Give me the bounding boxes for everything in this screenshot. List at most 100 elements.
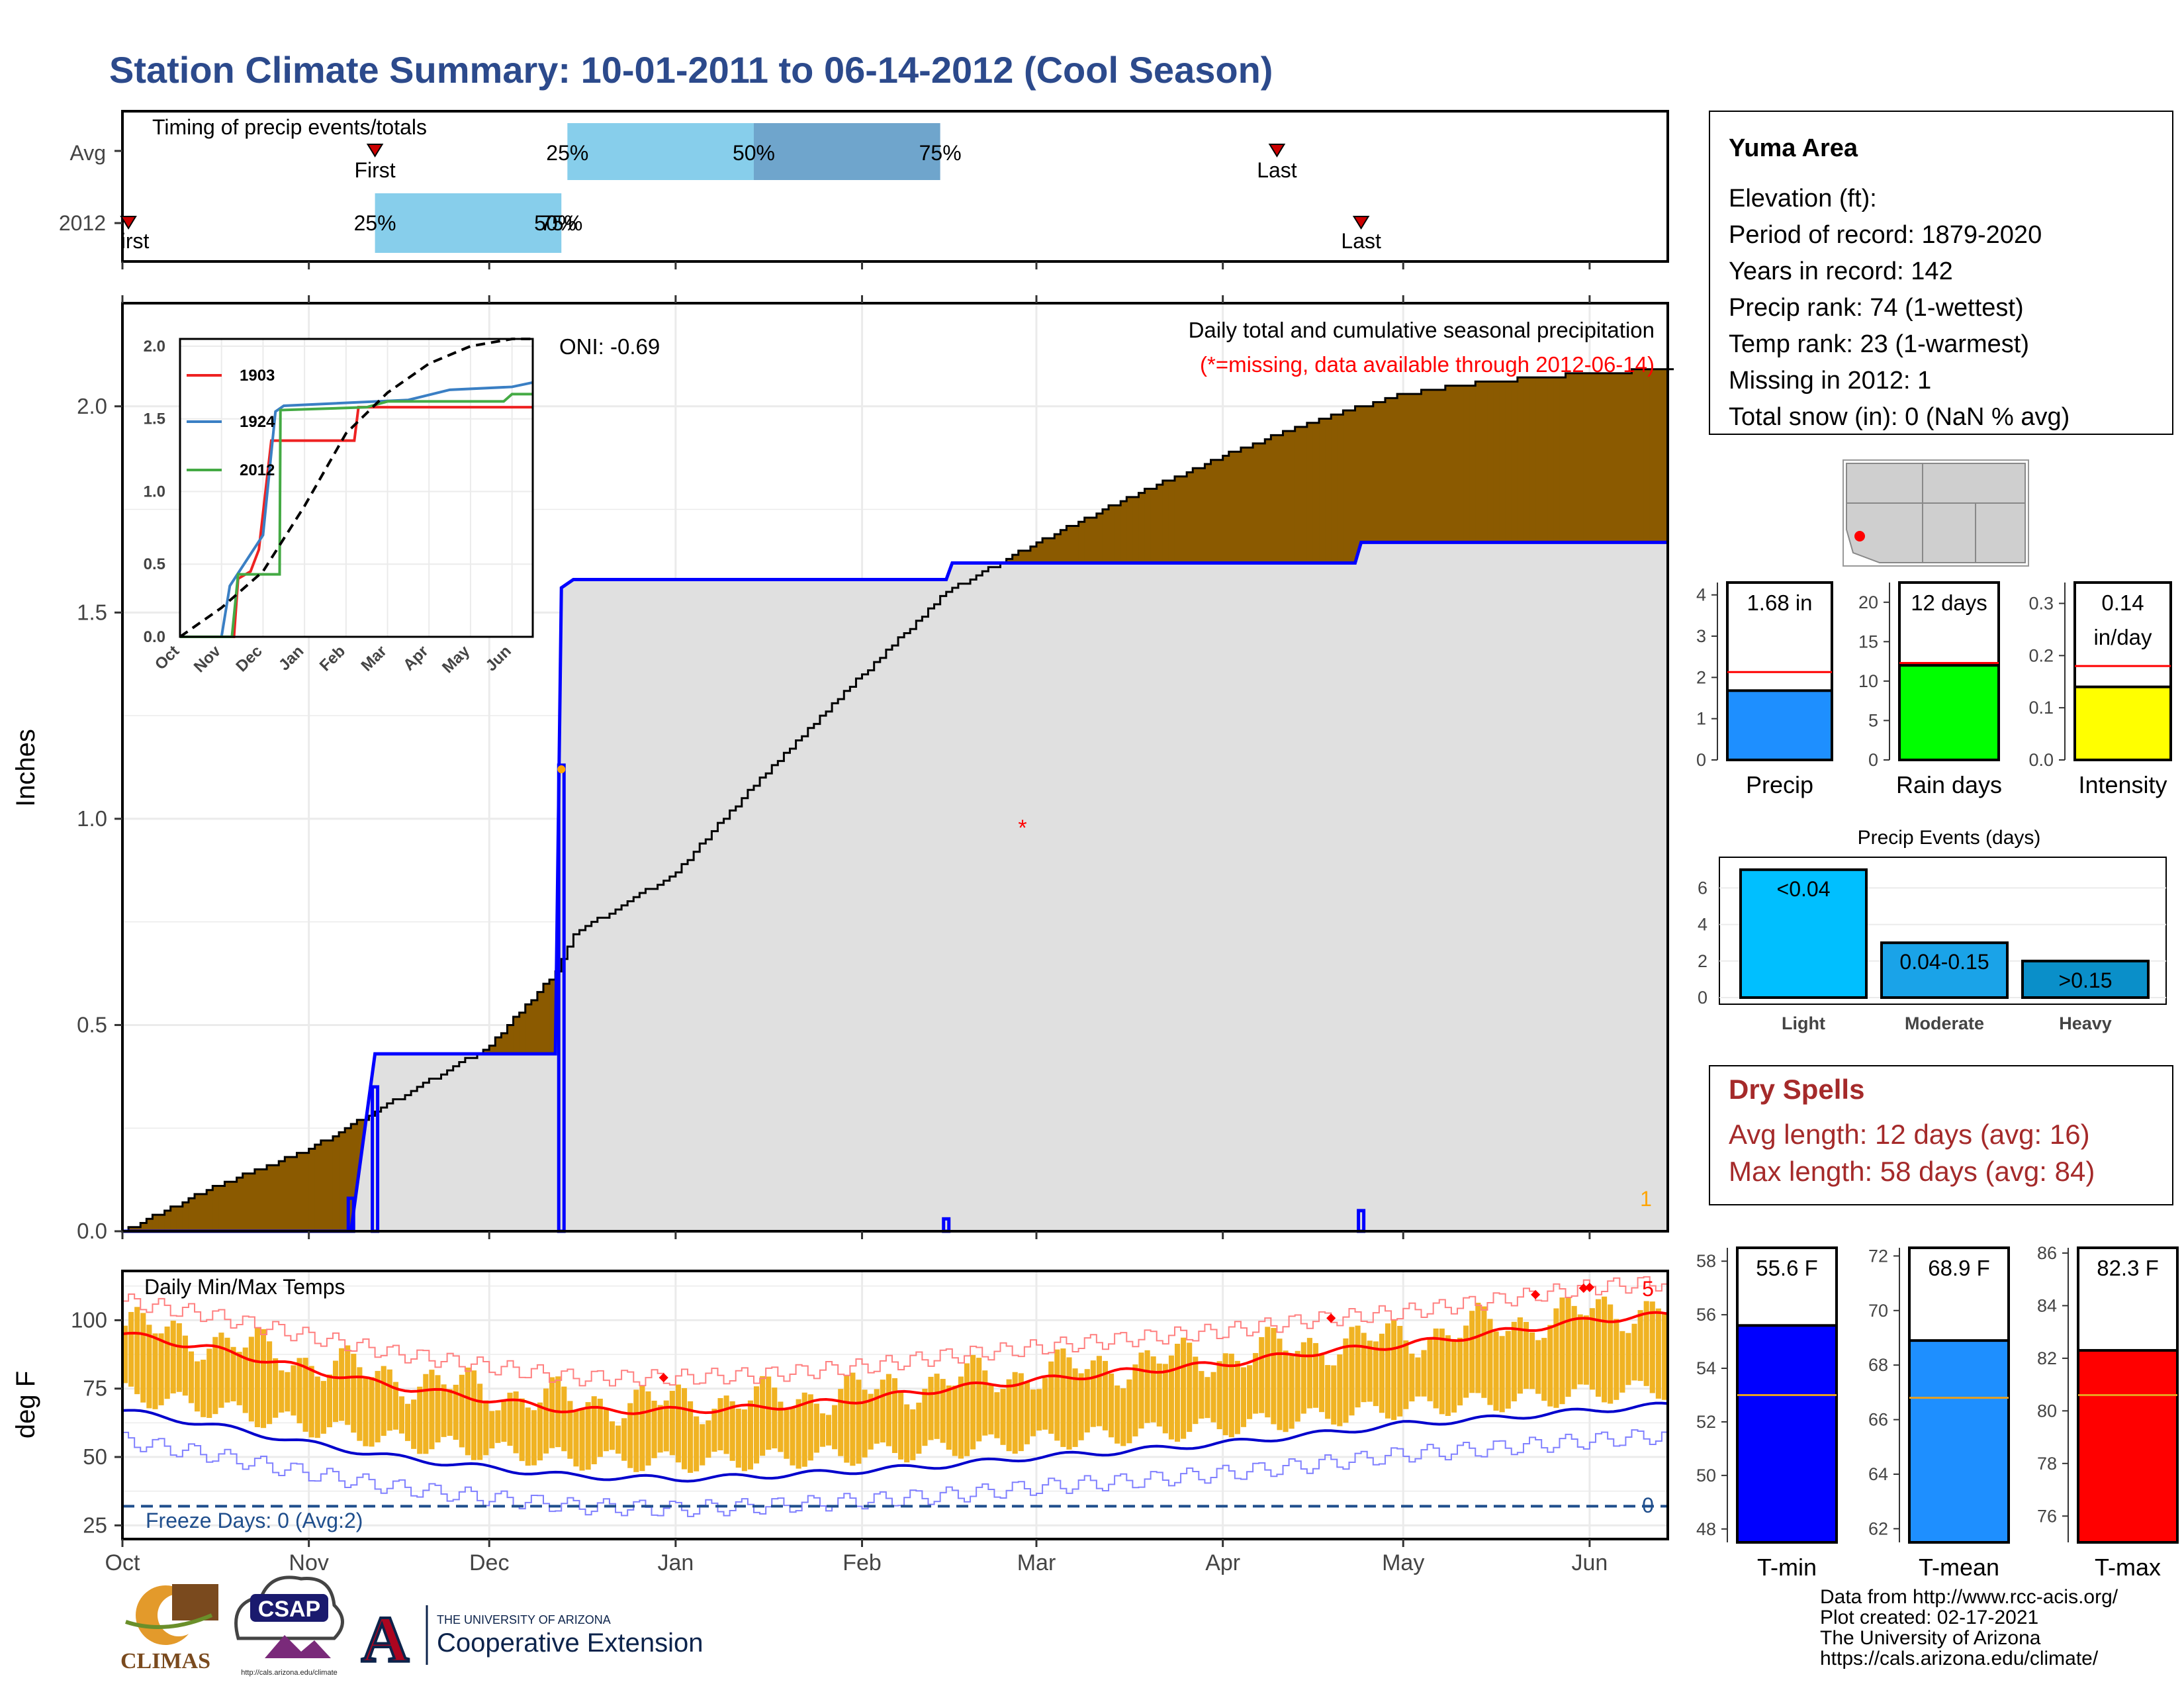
deficit-area	[1367, 406, 1374, 543]
daily-temp-bar	[1205, 1377, 1210, 1419]
daily-temp-bar	[1109, 1373, 1115, 1438]
daily-temp-bar	[1493, 1331, 1499, 1411]
deficit-area	[1187, 472, 1193, 563]
daily-temp-bar	[1150, 1356, 1156, 1423]
precip-annotation: Daily total and cumulative seasonal prec…	[1189, 318, 1655, 342]
daily-temp-bar	[1102, 1360, 1109, 1430]
daily-temp-bar	[958, 1376, 964, 1459]
daily-temp-bar	[669, 1391, 675, 1456]
deficit-area	[1547, 377, 1554, 543]
deficit-area	[1078, 522, 1085, 563]
daily-temp-bar	[982, 1370, 988, 1436]
bar-y-tick: 2	[1696, 667, 1706, 687]
daily-temp-bar	[495, 1410, 501, 1443]
daily-temp-bar	[453, 1384, 459, 1440]
deficit-area	[285, 1156, 291, 1231]
deficit-area	[1126, 496, 1133, 563]
daily-temp-bar	[1553, 1308, 1559, 1408]
deficit-area	[1655, 369, 1662, 543]
bar-y-tick: 0.2	[2028, 645, 2054, 665]
daily-temp-bar	[561, 1386, 567, 1452]
daily-temp-bar	[807, 1394, 813, 1461]
bar-y-tick: 1	[1696, 709, 1706, 729]
deficit-area	[254, 1169, 261, 1231]
daily-temp-bar	[1337, 1354, 1343, 1427]
y-tick-label: 50	[83, 1444, 107, 1469]
deficit-area	[1403, 394, 1410, 543]
daily-temp-bar	[603, 1409, 609, 1452]
daily-temp-bar	[1240, 1367, 1247, 1427]
station-line: Temp rank: 23 (1-warmest)	[1729, 330, 2029, 358]
deficit-area	[1337, 414, 1343, 563]
month-tick-label: Jun	[1571, 1550, 1608, 1575]
daily-temp-bar	[1649, 1301, 1655, 1393]
timing-label: 75%	[919, 141, 962, 165]
deficit-area	[1523, 377, 1530, 543]
daily-temp-bar	[717, 1398, 723, 1450]
deficit-area	[1529, 377, 1536, 543]
daily-temp-bar	[1619, 1331, 1625, 1393]
deficit-area	[1511, 381, 1518, 543]
deficit-area	[320, 1140, 328, 1231]
daily-temp-bar	[1060, 1348, 1066, 1447]
daily-temp-bar	[1132, 1364, 1138, 1436]
precip-event-bar	[1739, 868, 1868, 1000]
daily-temp-bar	[1529, 1332, 1535, 1389]
deficit-area	[501, 1033, 508, 1055]
deficit-area	[1397, 394, 1404, 543]
daily-temp-bar	[922, 1388, 928, 1446]
average-cumulative-line	[122, 368, 1674, 1233]
y-tick-label: 1.5	[77, 600, 107, 624]
daily-temp-bar	[206, 1348, 212, 1419]
daily-temp-bar	[880, 1380, 886, 1443]
daily-temp-bar	[260, 1329, 267, 1429]
daily-temp-bar	[1120, 1388, 1126, 1446]
daily-temp-bar	[519, 1398, 525, 1462]
ua-small-text: THE UNIVERSITY OF ARIZONA	[437, 1613, 611, 1626]
daily-temp-bar	[417, 1386, 423, 1454]
daily-temp-bar	[627, 1403, 633, 1468]
daily-temp-bar	[1210, 1372, 1216, 1423]
deficit-area	[1150, 489, 1158, 563]
bar-category-label: Precip	[1746, 771, 1813, 798]
daily-temp-bar	[152, 1333, 158, 1409]
deficit-area	[1240, 447, 1248, 563]
daily-temp-bar	[1451, 1340, 1457, 1413]
daily-temp-bar	[140, 1313, 146, 1403]
daily-temp-bar	[621, 1418, 627, 1461]
avg-min-line	[122, 1401, 1668, 1483]
deficit-area	[314, 1145, 322, 1231]
deficit-area	[1102, 509, 1109, 563]
daily-temp-bar	[339, 1348, 345, 1421]
daily-temp-bar	[201, 1360, 206, 1417]
daily-temp-bar	[1608, 1304, 1614, 1404]
inset-series-line	[180, 406, 533, 638]
bar-category-label: T-max	[2095, 1554, 2161, 1581]
daily-temp-bar	[1006, 1379, 1012, 1452]
precip-ylabel: Inches	[11, 729, 40, 807]
deficit-area	[549, 979, 556, 1055]
bar-y-tick: 58	[1696, 1251, 1716, 1271]
daily-temp-bar	[1042, 1378, 1048, 1430]
deficit-area	[1565, 373, 1572, 543]
deficit-area	[1228, 451, 1236, 563]
deficit-area	[1283, 431, 1290, 563]
bar-y-tick: 82	[2037, 1348, 2057, 1368]
daily-temp-bar	[1054, 1349, 1060, 1441]
daily-temp-bar	[170, 1321, 176, 1393]
record-high-marker	[1326, 1313, 1336, 1323]
month-tick-label: Feb	[842, 1550, 882, 1575]
deficit-area	[1084, 518, 1091, 563]
deficit-area	[1541, 377, 1548, 543]
bar-y-tick: 0.3	[2028, 594, 2054, 614]
deficit-area	[188, 1198, 195, 1231]
daily-temp-bar	[1463, 1325, 1469, 1398]
deficit-area	[170, 1206, 177, 1231]
deficit-area	[1475, 381, 1482, 543]
daily-temp-bar	[688, 1401, 694, 1473]
daily-temp-bar	[1084, 1369, 1090, 1432]
deficit-area	[1349, 410, 1356, 563]
page-title: Station Climate Summary: 10-01-2011 to 0…	[109, 49, 1273, 91]
daily-temp-bar	[832, 1405, 838, 1450]
